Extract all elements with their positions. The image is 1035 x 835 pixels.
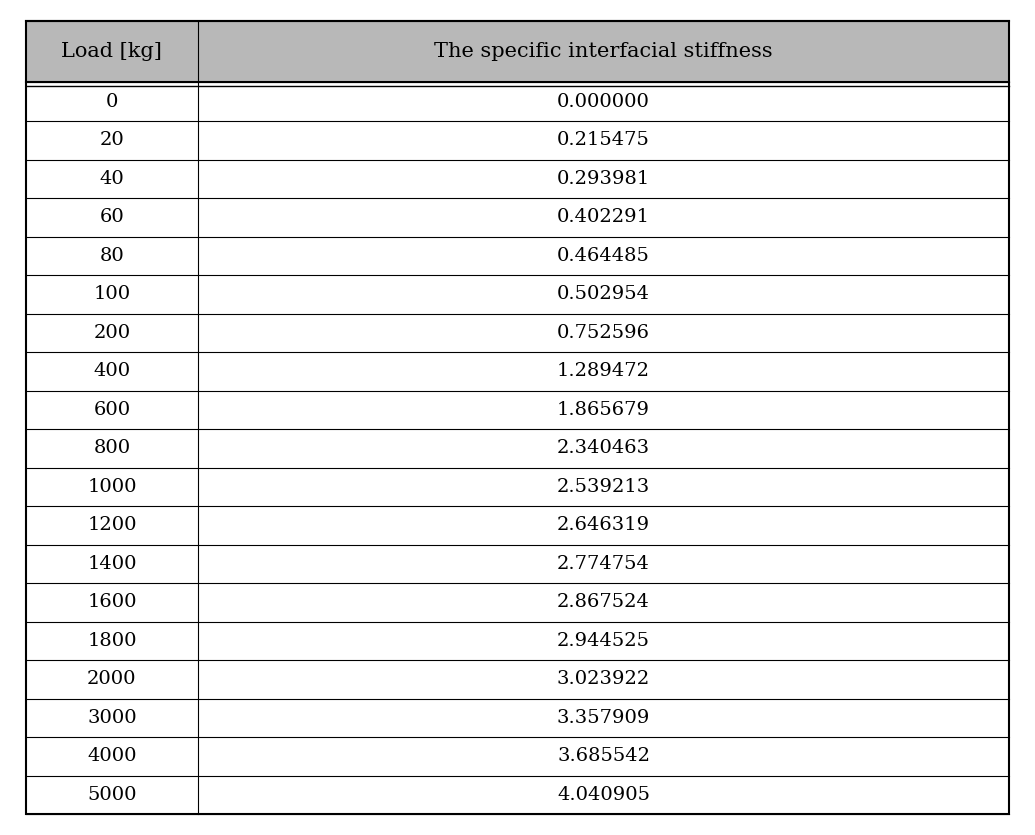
Bar — [198, 776, 1009, 814]
Text: Load [kg]: Load [kg] — [61, 43, 162, 61]
Bar — [26, 83, 198, 121]
Text: 0.000000: 0.000000 — [557, 93, 650, 111]
Text: 20: 20 — [99, 131, 124, 149]
Bar — [26, 159, 198, 198]
Text: 800: 800 — [93, 439, 130, 458]
Bar — [198, 429, 1009, 468]
Text: 2.867524: 2.867524 — [557, 594, 650, 611]
Bar — [26, 699, 198, 737]
Text: The specific interfacial stiffness: The specific interfacial stiffness — [435, 43, 773, 61]
Text: 0.293981: 0.293981 — [557, 170, 650, 188]
Text: 2.944525: 2.944525 — [557, 632, 650, 650]
Text: 4000: 4000 — [87, 747, 137, 766]
Bar — [198, 391, 1009, 429]
Bar — [26, 737, 198, 776]
Bar — [26, 468, 198, 506]
Bar — [198, 583, 1009, 621]
Bar — [26, 660, 198, 699]
Text: 600: 600 — [93, 401, 130, 419]
Bar — [198, 121, 1009, 159]
Bar — [26, 506, 198, 544]
Bar — [26, 776, 198, 814]
Bar — [198, 198, 1009, 236]
Text: 400: 400 — [93, 362, 130, 380]
Text: 80: 80 — [99, 247, 124, 265]
Bar — [26, 583, 198, 621]
Text: 2.340463: 2.340463 — [557, 439, 650, 458]
Bar — [198, 544, 1009, 583]
Text: 2.646319: 2.646319 — [557, 516, 650, 534]
Bar — [26, 198, 198, 236]
Bar — [198, 83, 1009, 121]
Text: 40: 40 — [99, 170, 124, 188]
Text: 0.752596: 0.752596 — [557, 324, 650, 342]
Bar — [198, 699, 1009, 737]
Bar — [26, 313, 198, 352]
Text: 3000: 3000 — [87, 709, 137, 726]
Text: 3.685542: 3.685542 — [557, 747, 650, 766]
Bar — [198, 236, 1009, 275]
Bar — [198, 506, 1009, 544]
Text: 1600: 1600 — [87, 594, 137, 611]
Text: 1200: 1200 — [87, 516, 137, 534]
Bar — [198, 21, 1009, 83]
Text: 1000: 1000 — [87, 478, 137, 496]
Bar — [198, 621, 1009, 660]
Bar — [198, 660, 1009, 699]
Bar — [26, 236, 198, 275]
Text: 1.289472: 1.289472 — [557, 362, 650, 380]
Text: 60: 60 — [99, 208, 124, 226]
Bar — [26, 121, 198, 159]
Bar — [26, 391, 198, 429]
Text: 0.464485: 0.464485 — [557, 247, 650, 265]
Text: 2000: 2000 — [87, 671, 137, 688]
Text: 0: 0 — [106, 93, 118, 111]
Bar — [198, 313, 1009, 352]
Text: 2.774754: 2.774754 — [557, 554, 650, 573]
Text: 1800: 1800 — [87, 632, 137, 650]
Bar — [198, 352, 1009, 391]
Text: 0.402291: 0.402291 — [557, 208, 650, 226]
Bar — [26, 429, 198, 468]
Text: 0.502954: 0.502954 — [557, 286, 650, 303]
Text: 3.357909: 3.357909 — [557, 709, 650, 726]
Bar — [198, 468, 1009, 506]
Text: 1.865679: 1.865679 — [557, 401, 650, 419]
Bar — [198, 275, 1009, 313]
Bar — [198, 159, 1009, 198]
Text: 100: 100 — [93, 286, 130, 303]
Bar — [26, 352, 198, 391]
Text: 4.040905: 4.040905 — [557, 786, 650, 804]
Bar — [198, 737, 1009, 776]
Text: 2.539213: 2.539213 — [557, 478, 650, 496]
Bar — [26, 621, 198, 660]
Text: 0.215475: 0.215475 — [557, 131, 650, 149]
Text: 3.023922: 3.023922 — [557, 671, 650, 688]
Bar — [26, 21, 198, 83]
Text: 5000: 5000 — [87, 786, 137, 804]
Bar — [26, 544, 198, 583]
Text: 1400: 1400 — [87, 554, 137, 573]
Bar — [26, 275, 198, 313]
Text: 200: 200 — [93, 324, 130, 342]
